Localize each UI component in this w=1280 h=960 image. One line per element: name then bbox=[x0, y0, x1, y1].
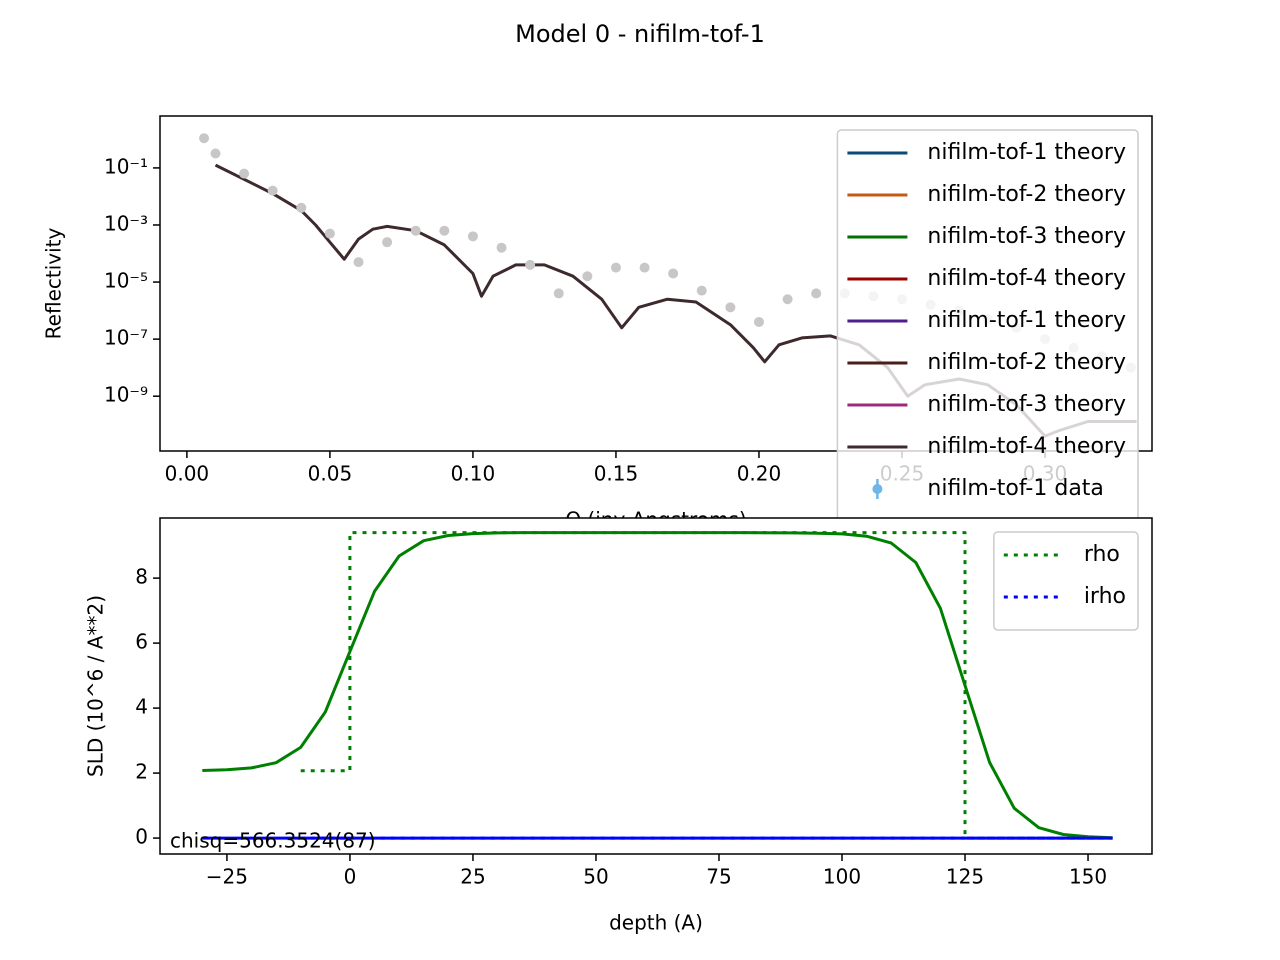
data-point bbox=[410, 225, 421, 236]
data-point bbox=[439, 225, 450, 236]
data-point bbox=[525, 259, 536, 270]
data-point bbox=[296, 202, 307, 213]
legend-box bbox=[993, 531, 1139, 631]
data-point bbox=[382, 237, 393, 248]
data-point bbox=[639, 262, 650, 273]
figure-title: Model 0 - nifilm-tof-1 bbox=[515, 20, 765, 48]
x-tick-label: 0.20 bbox=[737, 462, 782, 486]
y-tick-label: 10⁻³ bbox=[104, 211, 148, 235]
x-tick-label: 0.10 bbox=[451, 462, 496, 486]
y-tick-label: 8 bbox=[135, 565, 148, 589]
data-point bbox=[496, 242, 507, 253]
x-tick-label: 75 bbox=[706, 865, 731, 889]
legend-item: nifilm-tof-3 theory bbox=[847, 392, 1126, 417]
legend-item: nifilm-tof-1 theory bbox=[847, 308, 1126, 333]
data-point bbox=[553, 288, 564, 299]
legend-label: rho bbox=[1084, 542, 1120, 567]
y-tick-label: 6 bbox=[135, 630, 148, 654]
y-tick-label: 4 bbox=[135, 695, 148, 719]
y-tick-label: 0 bbox=[135, 825, 148, 849]
data-point bbox=[725, 302, 736, 313]
x-tick-label: 0.00 bbox=[165, 462, 210, 486]
y-tick-label: 10⁻⁵ bbox=[104, 269, 148, 293]
x-axis-label: depth (A) bbox=[609, 911, 703, 935]
axes-frame bbox=[159, 517, 1153, 855]
legend-label: nifilm-tof-4 theory bbox=[927, 266, 1126, 291]
legend-label: nifilm-tof-4 theory bbox=[927, 434, 1126, 459]
legend-marker bbox=[872, 484, 883, 494]
data-point bbox=[753, 316, 764, 327]
axes: 0.000.050.100.150.200.250.3010⁻¹10⁻³10⁻⁵… bbox=[42, 115, 1153, 532]
axes-frame bbox=[159, 115, 1153, 452]
x-tick-label: 0 bbox=[344, 865, 357, 889]
x-tick-label: 25 bbox=[460, 865, 485, 889]
data-point bbox=[811, 288, 822, 299]
legend-label: nifilm-tof-2 theory bbox=[927, 182, 1126, 207]
y-tick-label: 2 bbox=[135, 760, 148, 784]
data-point bbox=[696, 285, 707, 296]
legend-label: nifilm-tof-3 theory bbox=[927, 224, 1126, 249]
legend-label: nifilm-tof-1 data bbox=[927, 476, 1104, 501]
data-point bbox=[467, 231, 478, 242]
y-tick-label: 10⁻¹ bbox=[104, 154, 148, 178]
legend-item: nifilm-tof-2 theory bbox=[847, 350, 1126, 375]
data-point bbox=[210, 148, 221, 159]
annotation: chisq=566.3524(87) bbox=[170, 829, 376, 853]
legend: nifilm-tof-1 theory nifilm-tof-2 theory ni… bbox=[836, 129, 1139, 523]
x-tick-label: 50 bbox=[583, 865, 608, 889]
legend: rho irho bbox=[993, 531, 1139, 631]
axes: −25 0 25 50 75 100 125 150 0 2 4 6 8 depth (A) SLD (10… bbox=[84, 517, 1153, 935]
legend-item: nifilm-tof-1 theory bbox=[847, 140, 1126, 165]
legend-item: nifilm-tof-2 theory bbox=[847, 182, 1126, 207]
legend-item: nifilm-tof-1 data bbox=[872, 476, 1104, 501]
y-tick-label: 10⁻⁷ bbox=[104, 326, 148, 350]
legend-item: nifilm-tof-4 theory bbox=[847, 434, 1126, 459]
x-tick-label: 150 bbox=[1069, 865, 1107, 889]
data-point bbox=[582, 271, 593, 282]
axes-background bbox=[160, 518, 1152, 854]
x-tick-label: 125 bbox=[946, 865, 984, 889]
data-point bbox=[610, 262, 621, 273]
data-point bbox=[199, 133, 210, 144]
legend-item: irho bbox=[1003, 584, 1126, 609]
legend-item: rho bbox=[1003, 542, 1120, 567]
legend-label: nifilm-tof-1 theory bbox=[927, 140, 1126, 165]
x-tick-label: 0.15 bbox=[594, 462, 639, 486]
y-axis-label: SLD (10^6 / A**2) bbox=[84, 595, 108, 777]
y-tick-label: 10⁻⁹ bbox=[104, 383, 148, 407]
y-axis-label: Reflectivity bbox=[42, 228, 66, 340]
x-tick-label: 0.05 bbox=[308, 462, 353, 486]
legend-label: nifilm-tof-3 theory bbox=[927, 392, 1126, 417]
data-point bbox=[782, 294, 793, 305]
x-tick-label: −25 bbox=[206, 865, 248, 889]
plot-area bbox=[202, 531, 1113, 840]
x-tick-label: 100 bbox=[823, 865, 861, 889]
legend-label: nifilm-tof-1 theory bbox=[927, 308, 1126, 333]
data-point bbox=[324, 228, 335, 239]
data-point bbox=[239, 168, 250, 179]
legend-label: irho bbox=[1084, 584, 1126, 609]
legend-label: nifilm-tof-2 theory bbox=[927, 350, 1126, 375]
legend-item: nifilm-tof-3 theory bbox=[847, 224, 1126, 249]
data-point bbox=[267, 185, 278, 196]
legend-item: nifilm-tof-4 theory bbox=[847, 266, 1126, 291]
data-point bbox=[668, 268, 679, 279]
data-point bbox=[353, 257, 364, 268]
